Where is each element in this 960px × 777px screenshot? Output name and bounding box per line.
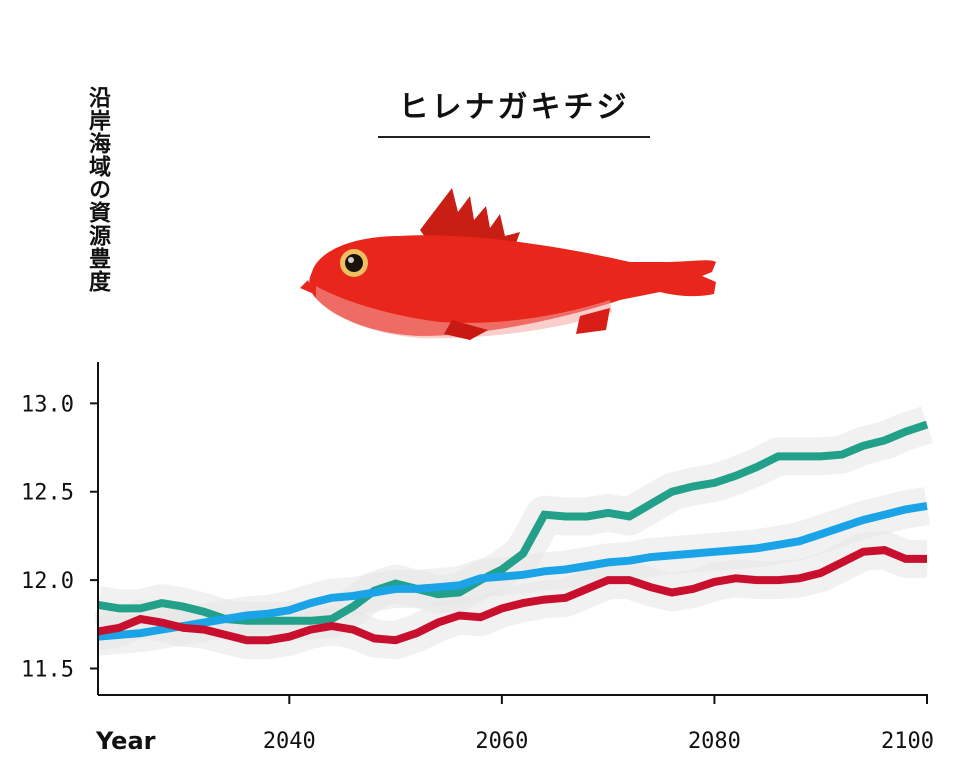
x-axis-label: Year	[95, 727, 156, 755]
chart-title: ヒレナガキチジ	[398, 90, 630, 125]
series-line-3	[97, 546, 927, 645]
y-tick-label: 12.5	[21, 481, 74, 506]
series-line-2	[97, 501, 928, 641]
y-axis-label: 沿岸海域の資源豊度	[85, 86, 110, 293]
y-tick-label: 12.0	[21, 569, 74, 594]
x-tick-label: 2040	[263, 729, 316, 754]
red-rockfish-illustration	[300, 188, 716, 340]
x-tick-label: 2080	[688, 729, 741, 754]
y-tick-label: 11.5	[21, 657, 74, 682]
x-tick-label: 2060	[475, 729, 528, 754]
x-tick-label: 2100	[881, 729, 934, 754]
y-tick-label: 13.0	[21, 392, 74, 417]
title-underline	[378, 136, 650, 138]
